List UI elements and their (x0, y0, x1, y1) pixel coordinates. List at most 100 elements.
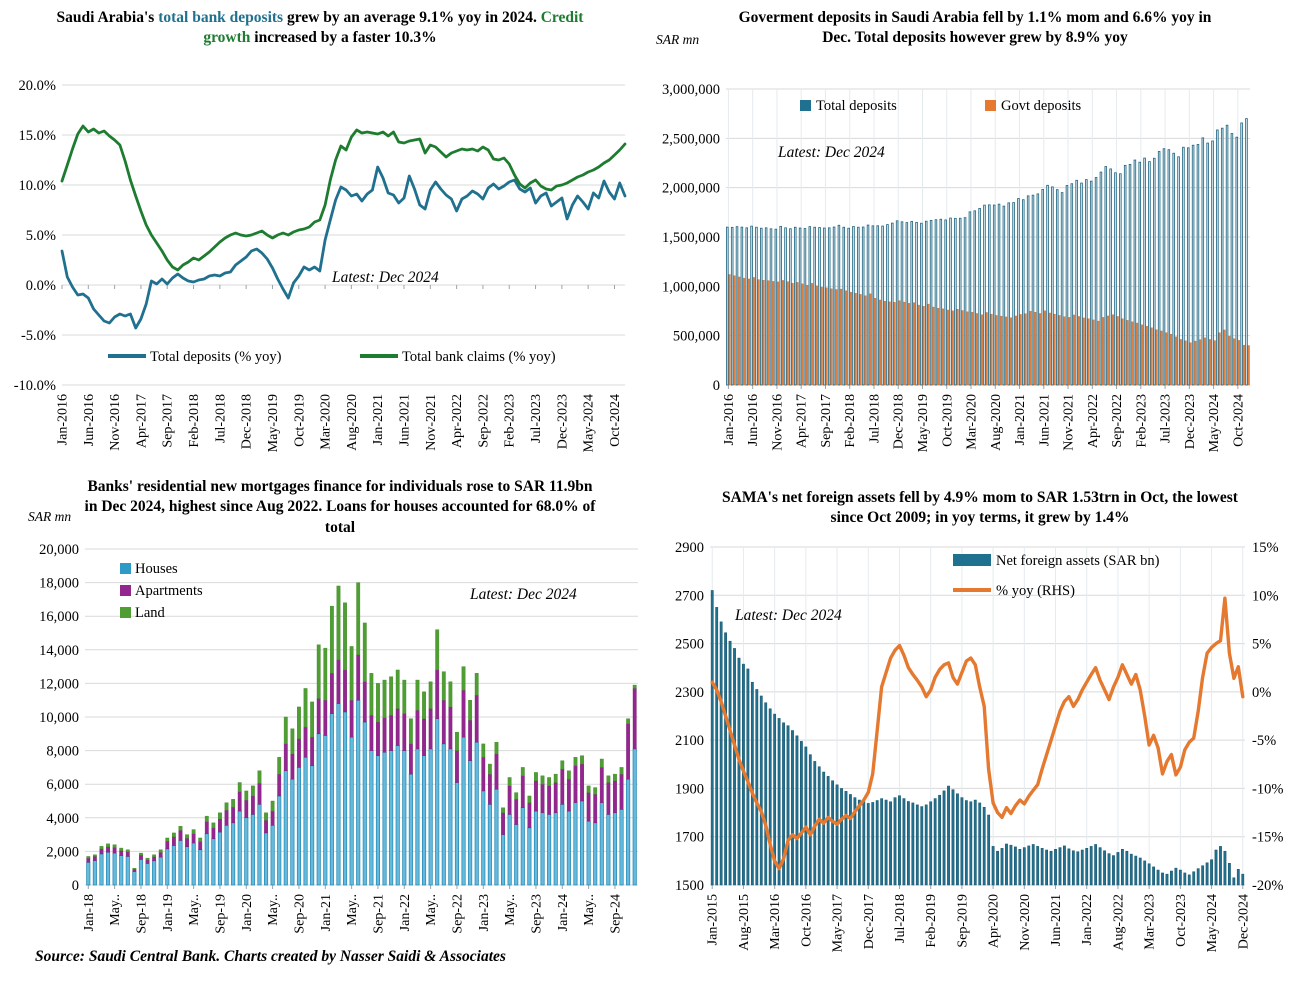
svg-text:May..: May.. (582, 894, 597, 926)
svg-text:0: 0 (713, 378, 720, 394)
svg-text:Sep-23: Sep-23 (529, 894, 544, 934)
svg-text:Jan-2022: Jan-2022 (1080, 894, 1095, 945)
chart-govt-total-deposits: Goverment deposits in Saudi Arabia fell … (650, 0, 1300, 480)
svg-text:Land: Land (135, 605, 166, 621)
svg-text:Jun-2016: Jun-2016 (746, 394, 761, 446)
svg-text:16,000: 16,000 (39, 609, 79, 625)
svg-text:May-2017: May-2017 (831, 894, 846, 952)
svg-text:-5%: -5% (1252, 733, 1276, 749)
svg-text:500,000: 500,000 (673, 329, 720, 345)
svg-text:2900: 2900 (675, 540, 704, 556)
source-note: Source: Saudi Central Bank. Charts creat… (35, 948, 506, 965)
chart-title: Banks' residential new mortgages finance… (80, 477, 600, 538)
title-part: SAMA's net foreign assets fell by 4.9% m… (722, 489, 1238, 527)
svg-text:Feb-2018: Feb-2018 (843, 394, 858, 448)
svg-text:Apartments: Apartments (135, 583, 203, 599)
svg-text:-5.0%: -5.0% (21, 328, 56, 344)
svg-text:Jan-21: Jan-21 (319, 894, 334, 931)
svg-text:Apr-2022: Apr-2022 (1086, 394, 1101, 448)
svg-text:6,000: 6,000 (46, 777, 79, 793)
svg-text:Oct-2019: Oct-2019 (292, 394, 307, 447)
svg-text:Oct-2019: Oct-2019 (940, 394, 955, 447)
svg-text:Jan-23: Jan-23 (477, 894, 492, 931)
chart-deposits-credit-growth: Saudi Arabia's total bank deposits grew … (0, 0, 640, 470)
svg-text:Oct-2024: Oct-2024 (1231, 394, 1246, 447)
svg-text:8,000: 8,000 (46, 744, 79, 760)
svg-text:May..: May.. (108, 894, 123, 926)
svg-text:5%: 5% (1252, 637, 1271, 653)
svg-text:Dec-2023: Dec-2023 (1183, 394, 1198, 449)
svg-text:Mar-2016: Mar-2016 (768, 894, 783, 950)
svg-text:Aug-2022: Aug-2022 (1111, 894, 1126, 951)
svg-text:Jan-2021: Jan-2021 (371, 394, 386, 445)
svg-text:Nov-2016: Nov-2016 (770, 394, 785, 451)
svg-text:May-2019: May-2019 (266, 394, 281, 452)
svg-text:Jan-24: Jan-24 (556, 894, 571, 931)
svg-text:12,000: 12,000 (39, 676, 79, 692)
svg-text:Jan-2021: Jan-2021 (1013, 394, 1028, 445)
svg-text:1,000,000: 1,000,000 (662, 279, 720, 295)
svg-text:4,000: 4,000 (46, 811, 79, 827)
svg-text:10%: 10% (1252, 588, 1279, 604)
svg-text:Total deposits: Total deposits (816, 98, 897, 114)
svg-text:Sep-2022: Sep-2022 (476, 394, 491, 448)
chart-residential-mortgages: Banks' residential new mortgages finance… (20, 475, 660, 945)
svg-text:2,000: 2,000 (46, 844, 79, 860)
svg-text:Aug-2020: Aug-2020 (989, 394, 1004, 451)
axis-unit-label: SAR mn (656, 32, 700, 47)
svg-text:Jan-2016: Jan-2016 (722, 394, 737, 445)
svg-text:May-2019: May-2019 (916, 394, 931, 452)
title-part: grew by an average 9.1% yoy in 2024. (283, 9, 541, 26)
svg-text:-10.0%: -10.0% (14, 378, 56, 394)
svg-text:Sep-2022: Sep-2022 (1110, 394, 1125, 448)
svg-text:Jan-2016: Jan-2016 (56, 394, 71, 445)
svg-text:May-2024: May-2024 (1207, 394, 1222, 452)
sama-net-foreign-assets-plot: 1500 1700 1900 2100 2300 2500 2700 2900 -20% -15%… (675, 540, 1283, 952)
svg-text:Aug-2015: Aug-2015 (737, 894, 752, 951)
svg-text:Jan-20: Jan-20 (240, 894, 255, 931)
svg-text:Feb-2023: Feb-2023 (503, 394, 518, 448)
svg-text:Jul-2023: Jul-2023 (1159, 394, 1174, 443)
svg-text:-20%: -20% (1252, 878, 1283, 894)
svg-text:Jul-2023: Jul-2023 (529, 394, 544, 443)
govt-total-deposits-plot: 0 500,000 1,000,000 1,500,000 2,000,000 2,500… (662, 82, 1250, 452)
svg-text:Sep-24: Sep-24 (608, 894, 623, 934)
svg-text:Jan-18: Jan-18 (82, 894, 97, 931)
svg-text:Oct-2024: Oct-2024 (608, 394, 623, 447)
svg-text:Sep-21: Sep-21 (371, 894, 386, 934)
svg-text:Latest: Dec 2024: Latest: Dec 2024 (777, 144, 885, 161)
svg-text:May-2024: May-2024 (582, 394, 597, 452)
chart-title: Goverment deposits in Saudi Arabia fell … (735, 8, 1215, 49)
svg-text:Oct-2016: Oct-2016 (799, 894, 814, 947)
svg-text:5.0%: 5.0% (26, 228, 56, 244)
svg-text:Jan-2015: Jan-2015 (706, 894, 721, 945)
title-part: Goverment deposits in Saudi Arabia fell … (738, 9, 1212, 47)
svg-text:1900: 1900 (675, 781, 704, 797)
svg-text:Latest: Dec 2024: Latest: Dec 2024 (331, 269, 439, 286)
svg-text:Total deposits (% yoy): Total deposits (% yoy) (150, 349, 282, 365)
svg-text:Nov-2021: Nov-2021 (424, 394, 439, 451)
svg-text:Feb-2018: Feb-2018 (187, 394, 202, 448)
svg-text:2,000,000: 2,000,000 (662, 181, 720, 197)
title-part: Saudi Arabia's (56, 9, 159, 26)
svg-text:Dec-2017: Dec-2017 (862, 894, 877, 949)
title-part: total bank deposits (158, 9, 284, 26)
svg-text:Nov-2020: Nov-2020 (1018, 894, 1033, 951)
deposits-credit-growth-plot: -10.0% -5.0% 0.0% 5.0% 10.0% 15.0% 20.0% Jan-20… (14, 78, 627, 452)
svg-text:-10%: -10% (1252, 781, 1283, 797)
svg-text:May..: May.. (345, 894, 360, 926)
svg-text:20,000: 20,000 (39, 542, 79, 558)
svg-text:Latest: Dec 2024: Latest: Dec 2024 (734, 607, 842, 624)
svg-text:Jun-2021: Jun-2021 (398, 394, 413, 446)
svg-text:Dec-2018: Dec-2018 (240, 394, 255, 449)
svg-text:Feb-2019: Feb-2019 (924, 894, 939, 948)
svg-text:Apr-2020: Apr-2020 (987, 894, 1002, 948)
svg-text:Feb-2023: Feb-2023 (1134, 394, 1149, 448)
title-part: Banks' residential new mortgages finance… (84, 478, 596, 536)
svg-text:Govt deposits: Govt deposits (1001, 98, 1082, 114)
svg-text:Total bank claims (% yoy): Total bank claims (% yoy) (402, 349, 556, 365)
svg-text:May..: May.. (503, 894, 518, 926)
svg-text:Jan-22: Jan-22 (398, 894, 413, 931)
svg-text:Sep-22: Sep-22 (450, 894, 465, 934)
